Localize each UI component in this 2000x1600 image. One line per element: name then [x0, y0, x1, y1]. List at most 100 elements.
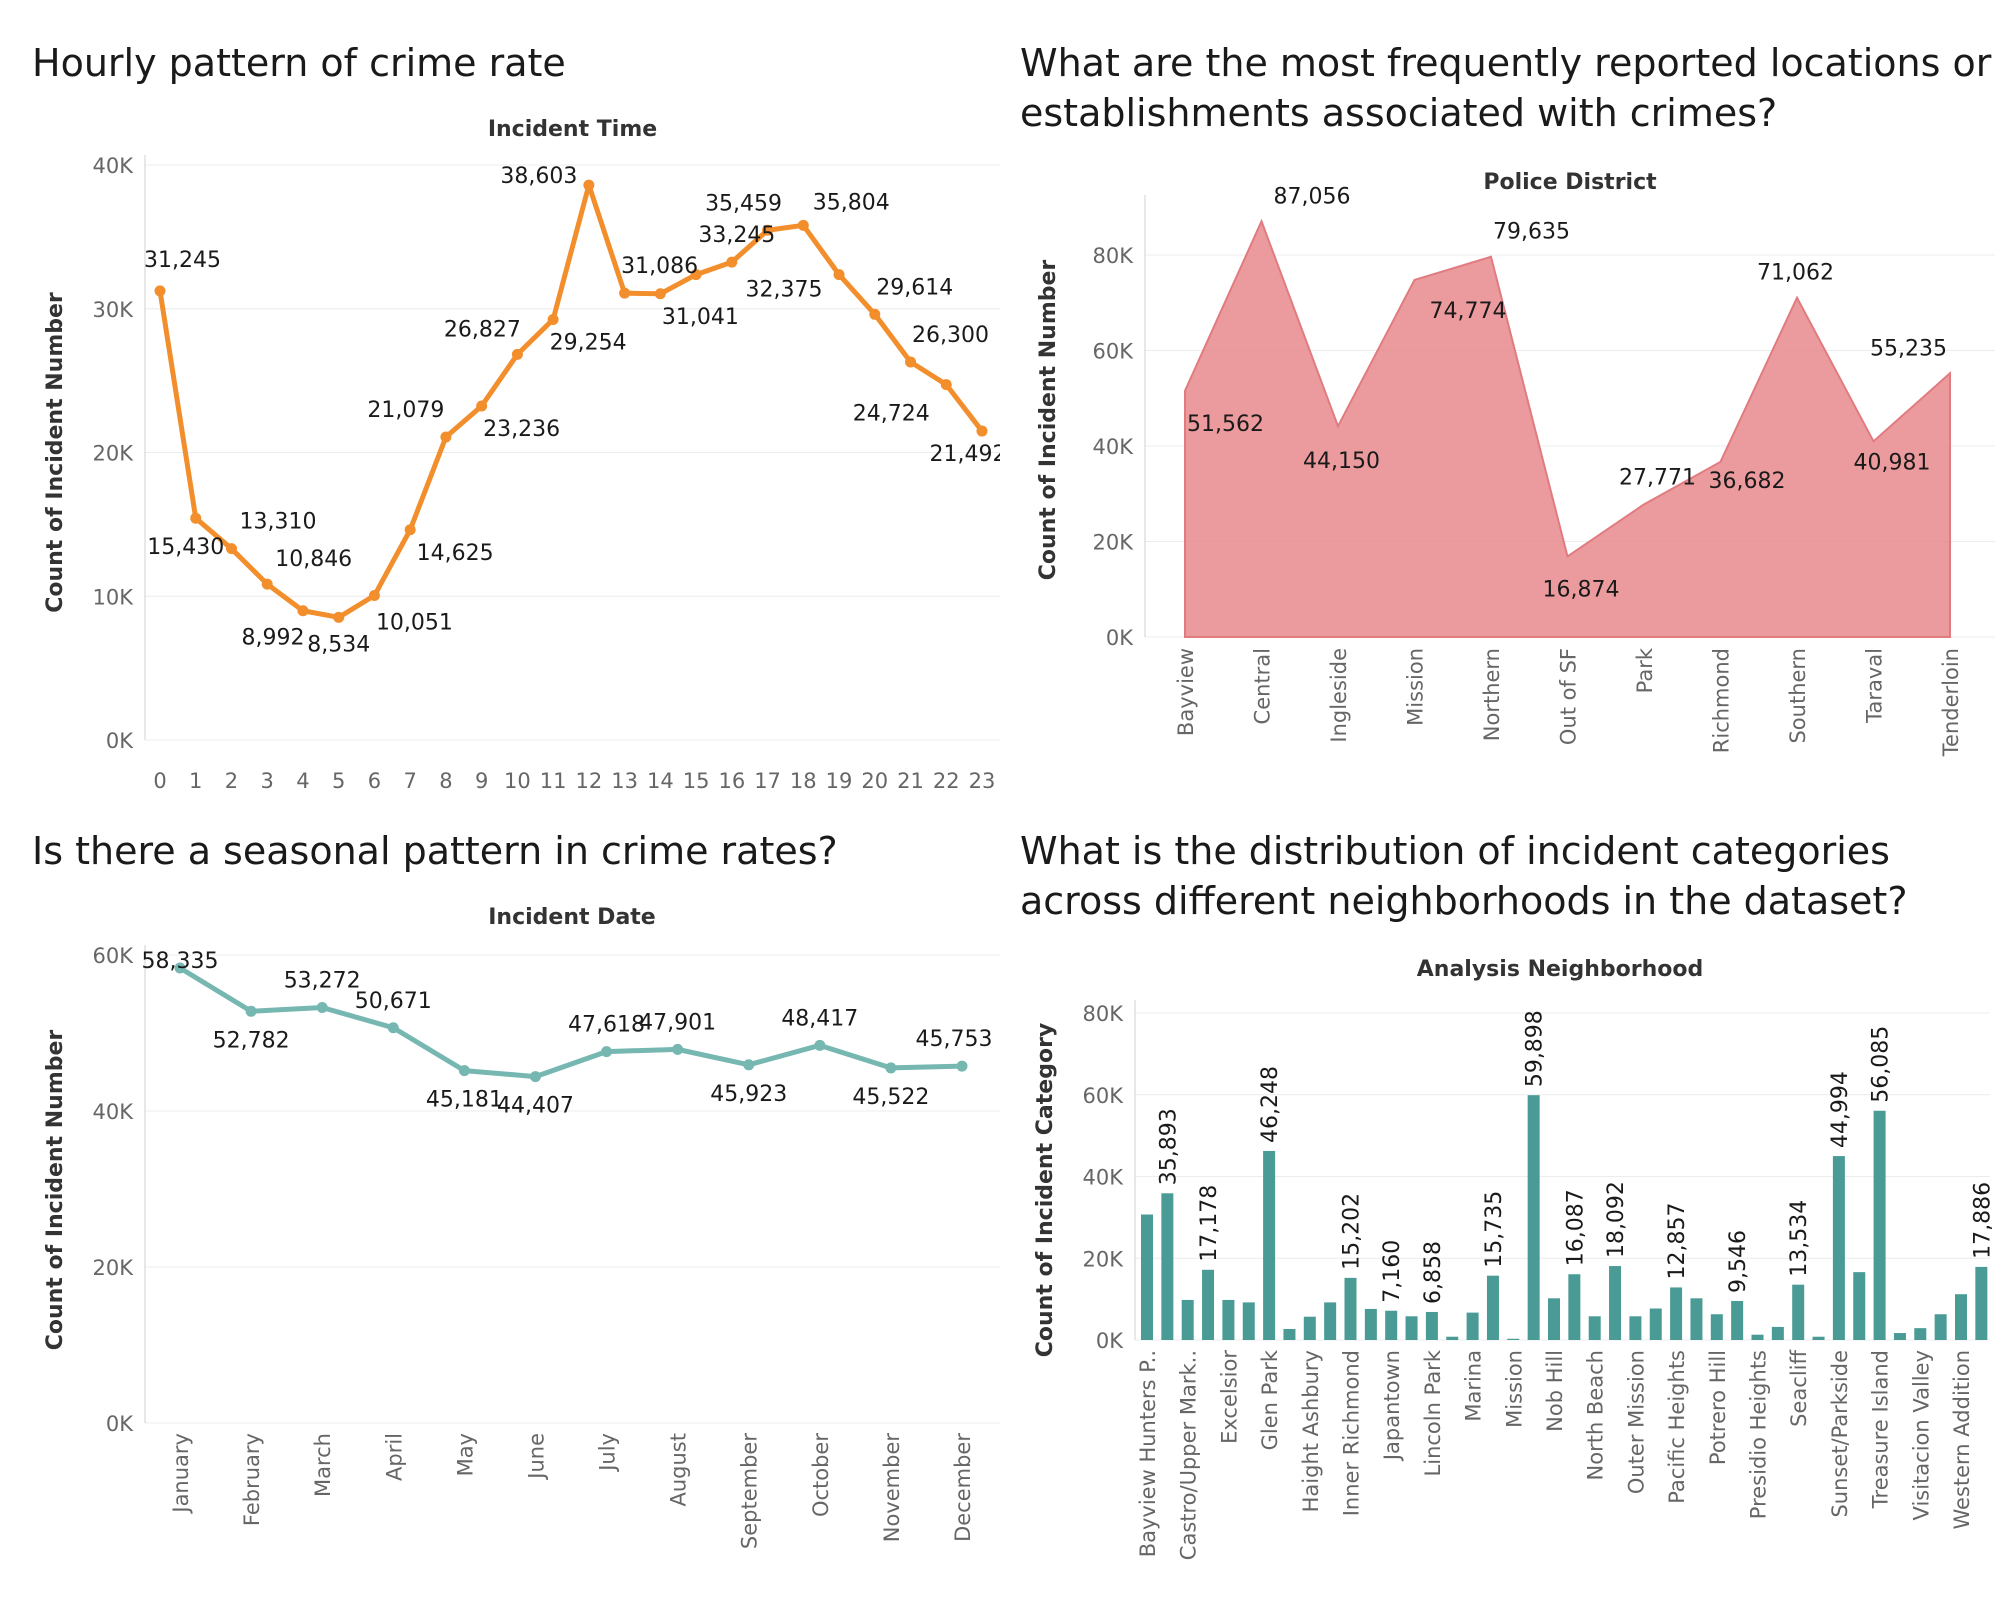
x-tick-label: 7 [403, 769, 416, 793]
data-label: 79,635 [1493, 220, 1570, 245]
seasonal-heading: Is there a seasonal pattern in crime rat… [32, 829, 838, 873]
bar [1222, 1299, 1235, 1340]
data-point [654, 288, 666, 300]
data-label: 29,254 [550, 330, 627, 355]
data-label: 31,086 [621, 254, 698, 279]
x-tick-label: Mission [1404, 648, 1428, 726]
bar [1934, 1314, 1947, 1340]
x-tick-label: November [880, 1433, 904, 1543]
neighborhood-heading-line-2: across different neighborhoods in the da… [1020, 879, 1908, 923]
data-label: 38,603 [500, 164, 577, 189]
data-label: 46,248 [1258, 1066, 1283, 1143]
data-label: 51,562 [1187, 412, 1264, 437]
bar [1588, 1316, 1601, 1340]
hourly-panel: Hourly pattern of crime rate Incident Ti… [0, 0, 1000, 810]
series-area [1184, 218, 1951, 638]
data-point [529, 1071, 541, 1083]
data-label: 15,202 [1340, 1193, 1365, 1270]
chart-subtitle: Incident Date [488, 905, 655, 930]
bar [1568, 1274, 1581, 1340]
bar [1690, 1298, 1703, 1340]
bar [1507, 1338, 1520, 1340]
y-tick-label: 80K [1083, 1002, 1125, 1026]
bar [1161, 1193, 1174, 1340]
data-label: 13,310 [239, 510, 316, 535]
x-tick-label: 19 [826, 769, 853, 793]
x-tick-label: Visitacion Valley [1909, 1350, 1933, 1520]
district-heading-line-1: What are the most frequently reported lo… [1020, 41, 1992, 85]
x-tick-label: Castro/Upper Mark.. [1177, 1350, 1201, 1560]
data-point [547, 313, 559, 325]
x-tick-label: 8 [439, 769, 452, 793]
x-tick-label: Bayview Hunters P.. [1136, 1350, 1160, 1557]
data-point [726, 256, 738, 268]
data-label: 17,886 [1970, 1182, 1995, 1259]
y-axis-title: Count of Incident Number [43, 1030, 68, 1351]
x-tick-label: Richmond [1710, 648, 1734, 753]
y-tick-label: 20K [1093, 531, 1135, 555]
data-point [601, 1046, 613, 1058]
bar [1466, 1312, 1479, 1340]
data-label: 53,272 [284, 968, 361, 993]
x-tick-label: Park [1633, 647, 1657, 693]
data-label: 23,236 [483, 417, 560, 442]
bar [1609, 1266, 1622, 1340]
y-tick-label: 60K [93, 944, 135, 968]
data-point [833, 269, 845, 281]
y-axis-title: Count of Incident Category [1033, 1023, 1058, 1358]
data-point [404, 524, 416, 536]
data-point [458, 1065, 470, 1077]
x-tick-label: February [240, 1433, 264, 1526]
x-tick-label: September [738, 1433, 762, 1549]
x-tick-label: 0 [153, 769, 166, 793]
y-tick-label: 0K [106, 729, 134, 753]
y-tick-label: 20K [93, 1256, 135, 1280]
y-tick-label: 40K [1093, 435, 1135, 459]
hourly-heading: Hourly pattern of crime rate [32, 41, 566, 85]
bar [1263, 1150, 1276, 1340]
data-point [511, 348, 523, 360]
x-tick-label: Treasure Island [1869, 1350, 1893, 1509]
data-point [672, 1043, 684, 1055]
data-label: 31,245 [144, 248, 221, 273]
data-point [387, 1022, 399, 1034]
bar [1893, 1333, 1906, 1340]
x-tick-label: Sunset/Parkside [1828, 1350, 1852, 1518]
data-label: 9,546 [1726, 1230, 1751, 1293]
x-tick-label: October [809, 1433, 833, 1517]
series-line [157, 182, 984, 620]
bar [1181, 1299, 1194, 1340]
data-label: 6,858 [1421, 1241, 1446, 1304]
x-tick-label: Northern [1480, 648, 1504, 741]
data-label: 27,771 [1619, 465, 1696, 490]
data-label: 29,614 [876, 275, 953, 300]
data-label: 12,857 [1665, 1202, 1690, 1279]
data-point [368, 590, 380, 602]
bar [1975, 1266, 1988, 1340]
data-label: 15,430 [147, 535, 224, 560]
x-tick-label: North Beach [1584, 1350, 1608, 1480]
x-tick-label: 9 [475, 769, 488, 793]
data-label: 47,618 [568, 1013, 645, 1038]
y-tick-label: 60K [1093, 340, 1135, 364]
bar [1832, 1156, 1845, 1340]
data-label: 26,300 [912, 323, 989, 348]
bar [1405, 1316, 1418, 1340]
x-tick-label: Presidio Heights [1747, 1350, 1771, 1519]
data-label: 8,992 [241, 626, 304, 651]
data-label: 44,407 [497, 1094, 574, 1119]
data-label: 21,079 [367, 398, 444, 423]
bar [1792, 1284, 1805, 1340]
x-tick-label: 11 [540, 769, 567, 793]
x-tick-label: Ingleside [1327, 648, 1351, 743]
bar [1751, 1334, 1764, 1340]
x-tick-label: 2 [225, 769, 238, 793]
data-label: 44,994 [1828, 1071, 1853, 1148]
data-point [154, 285, 166, 297]
hourly-line-chart: Incident Time 0K 10K 20K 30K 40K Count of Inci… [43, 117, 1000, 793]
x-tick-label: Inner Richmond [1340, 1350, 1364, 1516]
x-tick-label: Central [1251, 648, 1275, 724]
y-axis-title: Count of Incident Number [43, 292, 68, 613]
x-tick-label: December [951, 1433, 975, 1542]
x-tick-label: 16 [718, 769, 745, 793]
